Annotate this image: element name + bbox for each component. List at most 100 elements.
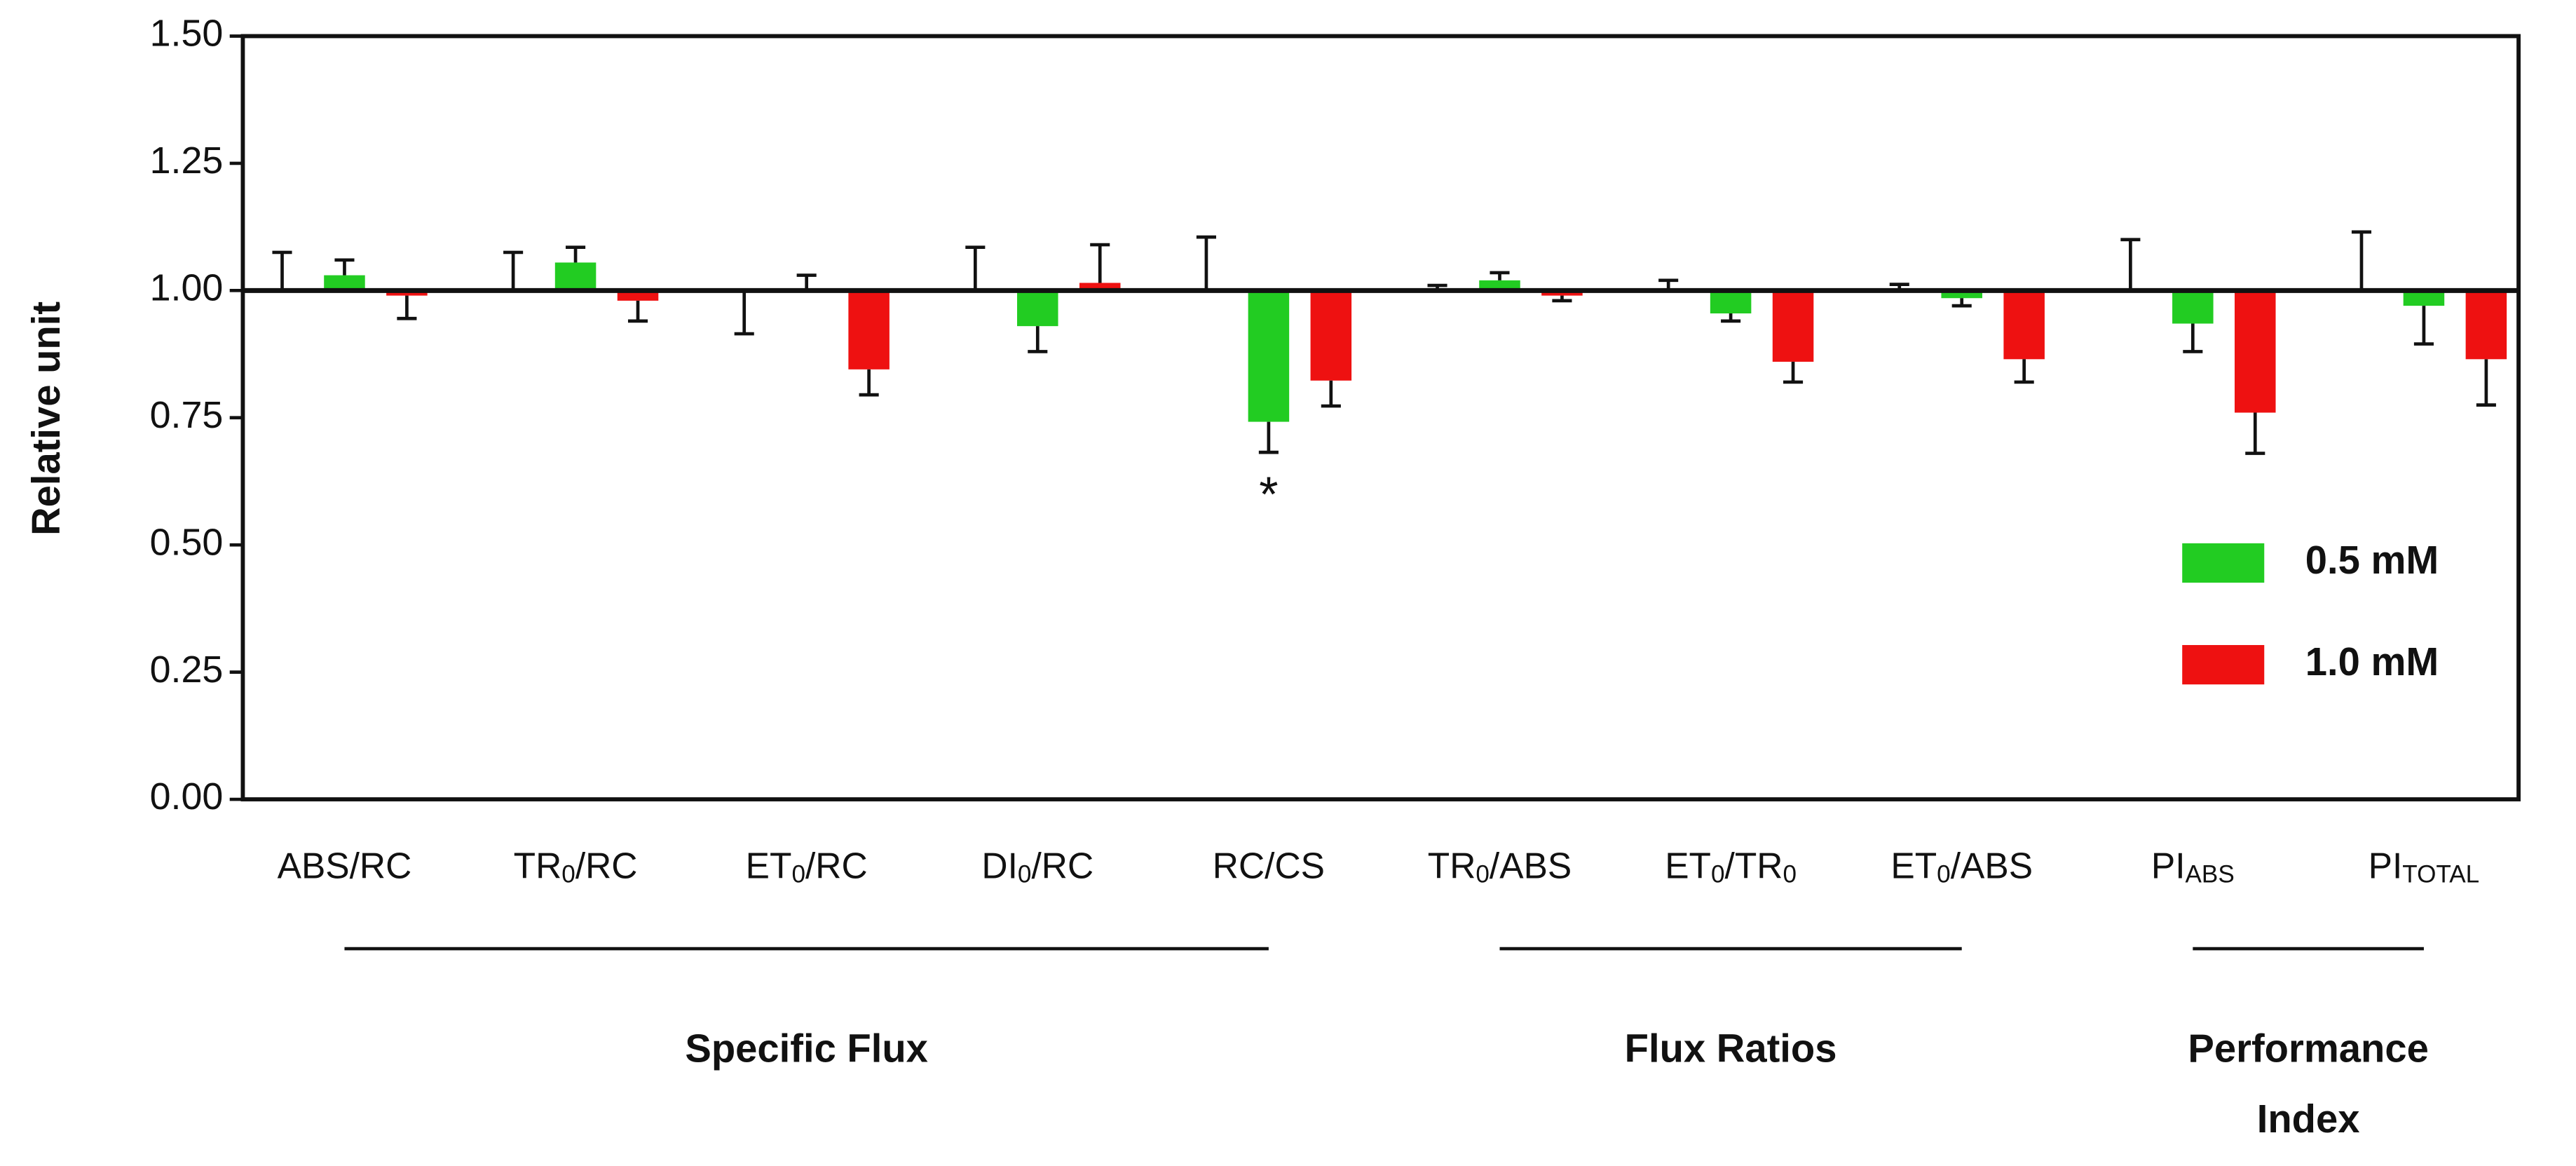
x-tick-label: DI0/RC [981,845,1093,888]
error-bar [566,245,586,263]
label-part: 0 [791,860,805,888]
group-label-box: Flux Ratios [1624,1027,1837,1072]
label-part: /ABS [1951,845,2033,886]
bar [1248,290,1290,422]
error-bar [1321,380,1341,408]
error-bar [2245,412,2265,455]
error-bar [272,250,292,291]
error-bar [2183,323,2203,353]
label-part: ET [746,845,792,886]
error-bar [796,273,817,291]
label-part: TR [1428,845,1476,886]
error-bar [1090,243,1110,283]
error-bar [1552,295,1572,303]
bar [1017,290,1058,327]
error-bar [627,300,648,323]
label-part: RC/CS [1213,845,1325,886]
label-part: TOTAL [2402,860,2479,888]
error-bar [2351,230,2372,291]
label-part: /RC [575,845,638,886]
error-bar [1196,235,1216,291]
bar [2403,290,2445,306]
error-bar [397,295,417,320]
y-tick-label: 1.50 [150,13,224,55]
error-bar [334,258,355,276]
label-part: ABS [2186,860,2235,888]
label-part: /RC [805,845,868,886]
bar [1710,290,1752,314]
label-part: PI [2151,845,2186,886]
y-tick-label: 0.50 [150,521,224,563]
legend-label: 1.0 mM [2305,639,2439,684]
bar [1941,290,1982,299]
y-tick-label: 0.25 [150,649,224,691]
error-bar [503,250,524,291]
bar [617,290,659,301]
label-part: 0 [1937,860,1951,888]
bar [2235,290,2276,413]
x-tick-label: ET0/ABS [1890,845,2033,888]
label-part: 0 [1711,860,1725,888]
error-bar [1721,313,1741,323]
error-bar [1258,421,1279,454]
annotation: * [1259,466,1278,522]
bar [1772,290,1814,362]
error-bar [2120,238,2141,291]
legend-swatch [2182,543,2265,583]
x-tick-label: PIABS [2151,845,2235,888]
x-tick-label: ET0/TR0 [1665,845,1797,888]
x-tick-label: ET0/RC [746,845,868,888]
legend-swatch [2182,644,2265,685]
y-tick-label: 0.00 [150,775,224,818]
label-part: 0 [561,860,575,888]
y-tick-label: 1.00 [150,267,224,309]
x-tick-label: TR0/ABS [1428,845,1572,888]
plot-frame [240,34,2521,801]
label-part: TR [514,845,562,886]
label-part: DI [981,845,1017,886]
error-bar [1028,326,1048,353]
bar [848,290,890,370]
y-axis-label: Relative unit [24,301,68,536]
y-tick-label: 0.75 [150,394,224,436]
label-part: 0 [1476,860,1490,888]
label-part: ET [1890,845,1937,886]
label-part: 0 [1018,860,1032,888]
label-part: /TR [1725,845,1783,886]
label-part: 0 [1783,860,1797,888]
bar [2003,290,2045,360]
bar [554,262,597,291]
label-part: PI [2369,845,2403,886]
group-label: Performance Index [2188,1027,2429,1143]
error-bar [2476,359,2496,407]
x-tick-label: RC/CS [1213,845,1325,886]
group-label: Specific Flux [685,1027,928,1072]
error-bar [965,245,986,291]
bar [1541,290,1583,296]
error-bar [734,290,754,336]
error-bar [2413,306,2434,346]
label-part: ABS/RC [278,845,412,886]
error-bar [859,369,879,397]
bar [2465,290,2507,360]
x-tick-label: ABS/RC [278,845,412,886]
group-label-box: Specific Flux [685,1027,928,1072]
group-label-box: Performance Index [2188,1027,2429,1143]
group-label: Flux Ratios [1624,1027,1837,1072]
label-part: /ABS [1490,845,1572,886]
bar [324,275,365,291]
error-bar [2014,359,2034,384]
bar [1310,290,1352,381]
y-tick-label: 1.25 [150,140,224,182]
bar [2172,290,2214,324]
error-bar [1490,271,1510,280]
bar [1479,280,1520,291]
label-part: ET [1665,845,1711,886]
error-bar [1783,361,1804,384]
x-tick-label: PITOTAL [2369,845,2480,888]
bar [1079,283,1121,291]
error-bar [1951,298,1972,308]
label-part: /RC [1031,845,1093,886]
